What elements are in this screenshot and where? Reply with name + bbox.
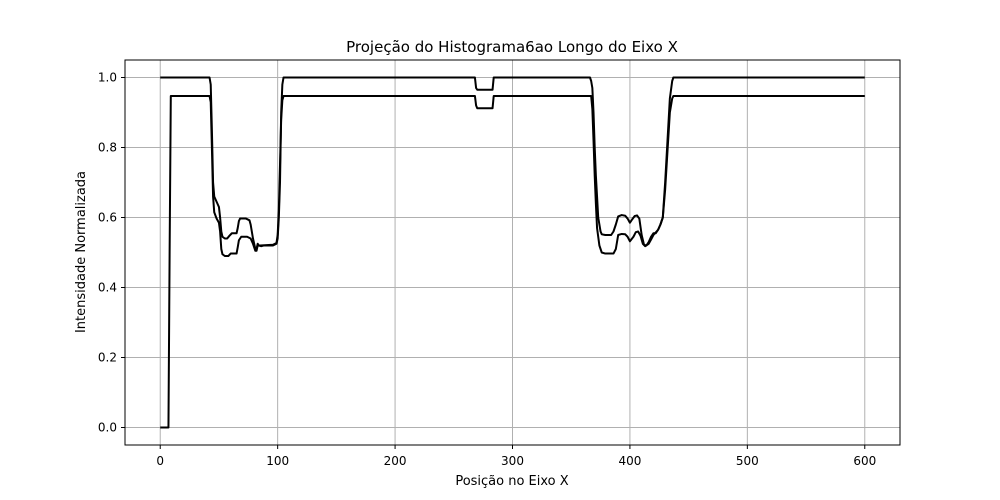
y-tick-label: 0.8 (98, 141, 117, 155)
y-tick-label: 1.0 (98, 71, 117, 85)
x-tick-label: 300 (501, 454, 524, 468)
x-tick-label: 100 (266, 454, 289, 468)
series-group (160, 76, 865, 429)
series-line-2 (160, 95, 865, 429)
x-tick-label: 0 (156, 454, 164, 468)
y-tick-label: 0.2 (98, 351, 117, 365)
y-tick-label: 0.4 (98, 281, 117, 295)
x-tick-label: 200 (384, 454, 407, 468)
x-axis-label: Posição no Eixo X (455, 474, 568, 489)
y-axis-label: Intensidade Normalizada (74, 171, 89, 333)
ticks: 0 100 200 300 400 500 600 0.0 0.2 0.4 0.6 0.8 1.0 (98, 71, 876, 469)
y-tick-label: 0.6 (98, 211, 117, 225)
x-tick-label: 600 (853, 454, 876, 468)
x-tick-label: 500 (736, 454, 759, 468)
chart-title: Projeção do Histograma6ao Longo do Eixo … (346, 38, 678, 56)
y-tick-label: 0.0 (98, 421, 117, 435)
x-tick-label: 400 (618, 454, 641, 468)
